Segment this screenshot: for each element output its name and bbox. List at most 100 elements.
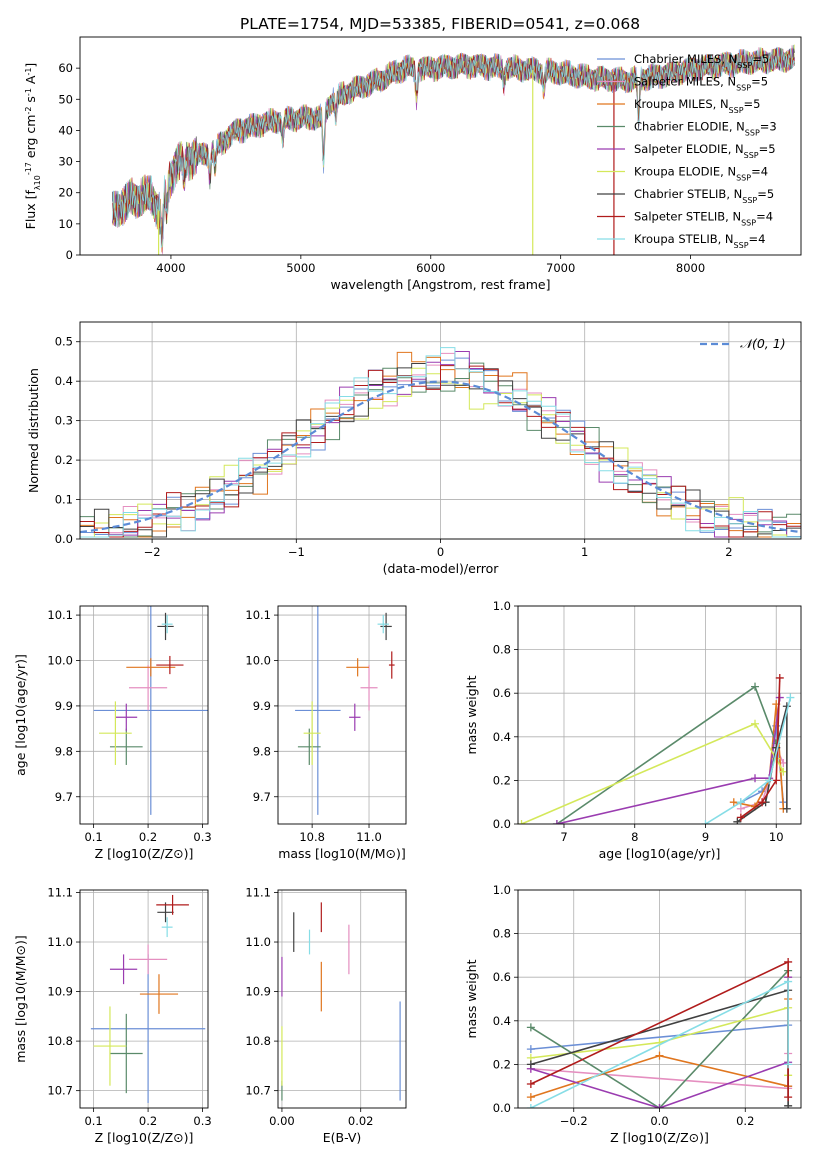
legend-entry: Kroupa ELODIE, NSSP=4 — [634, 165, 768, 183]
weight-line — [740, 677, 781, 819]
tick-label-y: 11.0 — [47, 935, 73, 949]
label-part: ] — [23, 63, 38, 68]
label-part: erg cm — [23, 115, 38, 163]
tick-label-x: 0.1 — [84, 1114, 102, 1128]
label-part: mass [log10(M/M⊙)] — [13, 935, 28, 1063]
tick-label-x: 2 — [725, 545, 732, 559]
panel-z-weight: −0.2 0.0 0.2 0.0 0.2 0.4 0.6 0.8 1.0 Z [log10(Z/Z… — [464, 883, 802, 1145]
data-point — [295, 606, 341, 815]
legend-series-name: Salpeter MILES, N — [634, 75, 736, 89]
legend-entry: Kroupa STELIB, NSSP=4 — [634, 232, 765, 250]
weight-marker — [765, 776, 774, 785]
tick-label-y: 50 — [58, 92, 73, 106]
spectrum-line — [112, 47, 795, 248]
tick-label-x: 4000 — [156, 261, 185, 275]
weight-marker — [775, 673, 784, 682]
tick-label-y: 1.0 — [493, 883, 511, 897]
legend-subscript: SSP — [729, 106, 744, 115]
axis-label-y: mass [log10(M/M⊙)] — [13, 935, 28, 1063]
tick-label-y: 10.0 — [245, 654, 271, 668]
legend-entry: 𝒩(0, 1) — [740, 336, 786, 351]
label-part: (data-model)/error — [383, 561, 500, 576]
label-part: Normed distribution — [26, 368, 41, 493]
tick-label-y: 10.8 — [47, 1034, 73, 1048]
tick-label-x: 10.8 — [299, 830, 325, 844]
axes-frame — [79, 605, 209, 825]
data-point — [161, 615, 173, 634]
axes-frame — [517, 605, 802, 825]
tick-label-x: 0.2 — [139, 1114, 157, 1128]
label-part: mass weight — [464, 959, 479, 1038]
tick-label-y: 0.0 — [493, 1101, 511, 1115]
label-part: Z [log10(Z/Z⊙)] — [95, 1130, 194, 1145]
panel-age-weight: 7 8 9 10 0.0 0.2 0.4 0.6 0.8 1.0 age [log10(age/yr… — [464, 599, 802, 861]
data-point — [388, 651, 395, 679]
panels: 4000 5000 6000 7000 80000102030405060wavelen… — [13, 36, 802, 1145]
plot-area — [295, 606, 395, 815]
tick-label-y: 10.1 — [47, 608, 73, 622]
weight-marker — [701, 820, 710, 824]
weight-line — [530, 970, 789, 1108]
tick-label-x: 9 — [702, 830, 709, 844]
axis-label-y: Flux [fλ10-17 erg cm-2 s-1 A-1] — [23, 63, 42, 230]
data-point — [126, 658, 176, 677]
axes-frame — [277, 605, 407, 825]
legend-entry: Chabrier MILES, NSSP=5 — [634, 52, 769, 70]
plot-area — [518, 673, 795, 824]
legend-series-name: Kroupa STELIB, N — [634, 232, 734, 246]
legend-nssp: =5 — [752, 52, 769, 66]
legend-nssp: =5 — [759, 142, 776, 156]
data-point — [90, 954, 206, 1104]
legend-series-name: Salpeter STELIB, N — [634, 210, 741, 224]
tick-label-y: 10.7 — [47, 1084, 73, 1098]
weight-marker — [751, 719, 760, 728]
data-point — [129, 665, 168, 711]
weight-marker — [779, 767, 788, 776]
tick-label-y: 0.2 — [55, 453, 73, 467]
axis-label-x: wavelength [Angstrom, rest frame] — [330, 277, 550, 292]
tick-label-x: 0.0 — [650, 1114, 668, 1128]
label-part: s — [23, 96, 38, 107]
tick-label-y: 10.9 — [47, 985, 73, 999]
legend-series-name: Salpeter ELODIE, N — [634, 142, 744, 156]
legend-entry: Kroupa MILES, NSSP=5 — [634, 97, 760, 115]
tick-label-y: 0.6 — [493, 970, 511, 984]
data-point — [346, 658, 370, 677]
data-point — [156, 894, 189, 915]
data-point — [360, 665, 378, 711]
label-part: Z [log10(Z/Z⊙)] — [95, 846, 194, 861]
weight-marker — [758, 798, 767, 807]
tick-label-y: 0.6 — [493, 686, 511, 700]
tick-label-y: 9.7 — [55, 790, 73, 804]
tick-label-y: 0.2 — [493, 773, 511, 787]
weight-marker — [526, 1045, 535, 1054]
legend-nssp: =5 — [751, 75, 768, 89]
legend-series-name: Kroupa MILES, N — [634, 97, 729, 111]
weight-marker — [782, 804, 791, 813]
panel-spectrum: 4000 5000 6000 7000 8000 0 10 20 30 40 50 60 wavelen… — [23, 36, 802, 292]
plot-area — [281, 902, 401, 1101]
tick-label-y: 0.1 — [55, 493, 73, 507]
legend-subscript: SSP — [742, 196, 757, 205]
tick-label-y: 9.7 — [253, 790, 271, 804]
tick-label-y: 0.8 — [493, 927, 511, 941]
label-part: -2 — [24, 107, 33, 115]
weight-line — [556, 697, 781, 824]
data-point — [99, 701, 132, 765]
label-part: Flux [f — [23, 189, 38, 229]
legend-nssp: =4 — [749, 232, 766, 246]
tick-label-y: 9.8 — [55, 744, 73, 758]
data-point — [377, 615, 389, 634]
residual-histogram — [80, 365, 801, 539]
weight-marker — [552, 820, 561, 824]
data-point — [115, 703, 138, 731]
label-part: mass [log10(M/M⊙)] — [278, 846, 406, 861]
weight-marker — [772, 776, 781, 785]
axis-label-y: mass weight — [464, 959, 479, 1038]
normal-curve — [80, 380, 801, 534]
legend-subscript: SSP — [736, 173, 751, 182]
tick-label-y: 0.3 — [55, 414, 73, 428]
tick-label-x: 0.02 — [348, 1114, 374, 1128]
legend-series-name: Kroupa ELODIE, N — [634, 165, 736, 179]
weight-marker — [733, 817, 742, 824]
